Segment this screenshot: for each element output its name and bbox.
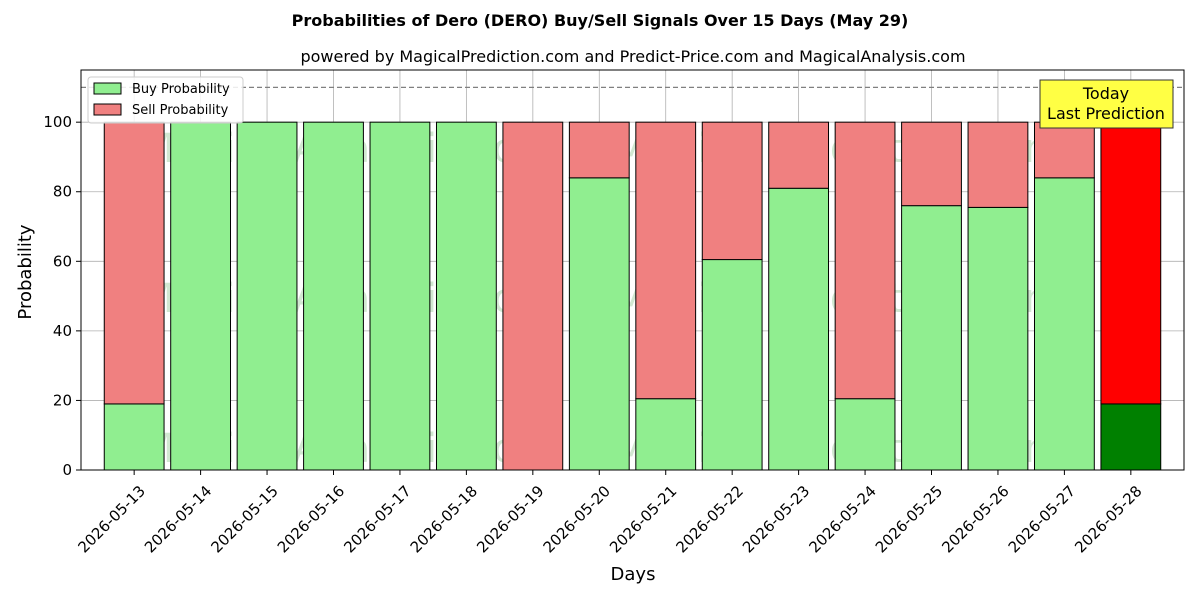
buy-bar xyxy=(901,205,962,471)
y-tick-label: 60 xyxy=(53,252,72,270)
buy-bar xyxy=(170,121,232,471)
x-tick-label: 2026-05-18 xyxy=(407,482,481,556)
chart-title: Probabilities of Dero (DERO) Buy/Sell Si… xyxy=(292,11,909,30)
x-tick-label: 2026-05-26 xyxy=(938,482,1012,556)
bars-layer xyxy=(103,121,1162,471)
buy-bar xyxy=(701,259,763,471)
buy-bar xyxy=(236,121,298,471)
x-tick-label: 2026-05-23 xyxy=(739,482,813,556)
x-tick-label: 2026-05-24 xyxy=(805,482,879,556)
y-tick-label: 80 xyxy=(53,183,72,201)
sell-bar xyxy=(568,121,630,179)
x-axis-label: Days xyxy=(611,564,656,585)
x-tick-label: 2026-05-21 xyxy=(606,482,680,556)
legend-label: Buy Probability xyxy=(132,82,230,97)
sell-bar xyxy=(834,121,896,400)
x-tick-label: 2026-05-13 xyxy=(75,482,149,556)
buy-bar xyxy=(303,121,364,471)
sell-bar xyxy=(103,121,165,405)
y-tick-label: 40 xyxy=(53,322,72,340)
legend-swatch xyxy=(93,82,122,95)
x-tick-label: 2026-05-22 xyxy=(673,482,747,556)
buy-bar xyxy=(967,206,1029,471)
sell-bar xyxy=(1033,121,1095,179)
sell-bar xyxy=(635,121,697,400)
buy-bar xyxy=(1100,403,1162,471)
legend-label: Sell Probability xyxy=(132,103,229,118)
y-tick-label: 20 xyxy=(53,391,72,409)
x-tick-label: 2026-05-16 xyxy=(274,482,348,556)
sell-bar xyxy=(967,121,1029,208)
sell-bar xyxy=(502,121,564,471)
x-tick-label: 2026-05-14 xyxy=(141,482,215,556)
legend-box xyxy=(87,76,244,124)
sell-bar xyxy=(701,121,763,261)
sell-bar xyxy=(1100,121,1162,405)
legend: Buy Probability Sell Probability xyxy=(87,76,244,124)
sell-bar xyxy=(768,121,830,189)
x-tick-label: 2026-05-19 xyxy=(473,482,547,556)
y-axis-label: Probability xyxy=(15,224,36,319)
y-tick-label: 100 xyxy=(43,113,72,131)
x-tick-label: 2026-05-15 xyxy=(207,482,281,556)
buy-bar xyxy=(435,121,497,471)
buy-bar xyxy=(635,398,697,471)
x-tick-label: 2026-05-20 xyxy=(540,482,614,556)
sell-bar xyxy=(901,121,962,207)
buy-bar xyxy=(369,121,431,471)
x-tick-label: 2026-05-28 xyxy=(1071,482,1145,556)
x-tick-label: 2026-05-25 xyxy=(872,482,946,556)
chart-subtitle: powered by MagicalPrediction.com and Pre… xyxy=(300,47,965,66)
buy-bar xyxy=(568,177,630,471)
legend-swatch xyxy=(93,103,122,116)
y-tick-label: 0 xyxy=(62,461,72,479)
buy-bar xyxy=(103,403,165,471)
buy-bar xyxy=(834,398,896,471)
plot-frame xyxy=(80,69,1185,471)
annotation-text: Last Prediction xyxy=(1047,104,1165,123)
annotation-text: Today xyxy=(1082,84,1129,103)
x-tick-label: 2026-05-17 xyxy=(340,482,414,556)
annotation-box xyxy=(1039,79,1174,129)
buy-bar xyxy=(768,187,830,471)
x-tick-label: 2026-05-27 xyxy=(1005,482,1079,556)
buy-bar xyxy=(1033,177,1095,471)
